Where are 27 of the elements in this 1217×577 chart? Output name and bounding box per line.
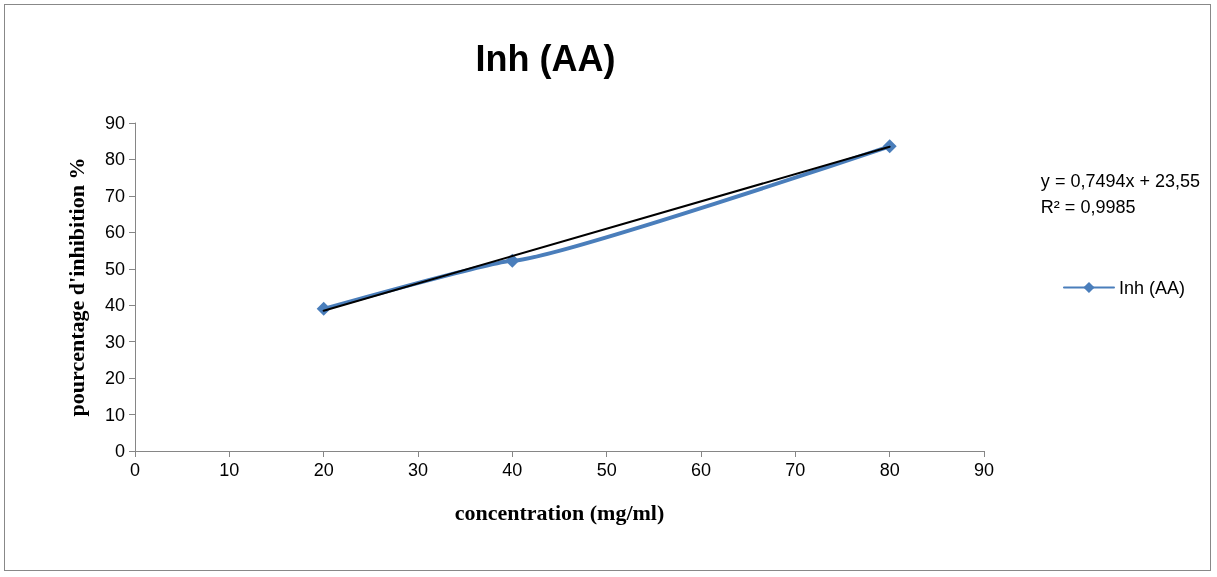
y-tick-label: 70 (104, 185, 125, 206)
x-axis-title: concentration (mg/ml) (454, 499, 665, 525)
x-tick-label: 60 (690, 460, 712, 480)
text: y = 0,7494x + 23,55 (1040, 171, 1201, 191)
y-tick-label: 90 (104, 113, 125, 133)
y-tick-label: 50 (104, 258, 125, 279)
y-axis-title: pourcentage d'inhibition % (63, 157, 89, 417)
y-tick-label: 60 (104, 222, 125, 243)
x-tick-label: 70 (785, 460, 806, 480)
y-tick-label: 40 (104, 295, 125, 316)
x-tick-label: 40 (502, 460, 523, 480)
x-tick-label: 90 (973, 460, 995, 480)
point (505, 253, 520, 268)
y-tick-label: 80 (104, 149, 125, 170)
x-tick-label: 0 (129, 460, 141, 480)
y-tick-label: 30 (104, 331, 125, 352)
y-tick-label: 10 (104, 404, 125, 425)
x-tick-label: 30 (407, 460, 429, 480)
y-tick-label: 0 (114, 441, 125, 461)
chart-title: Inh (AA) (475, 37, 616, 79)
x-tick-label: 50 (596, 460, 617, 480)
y-tick-label: 20 (104, 368, 125, 389)
x-tick-label: 80 (879, 460, 900, 480)
x-tick-label: 20 (313, 460, 334, 480)
text: R² = 0,9985 (1040, 197, 1136, 217)
legend-label: Inh (AA) (1118, 277, 1186, 298)
x-tick-label: 10 (219, 460, 240, 480)
